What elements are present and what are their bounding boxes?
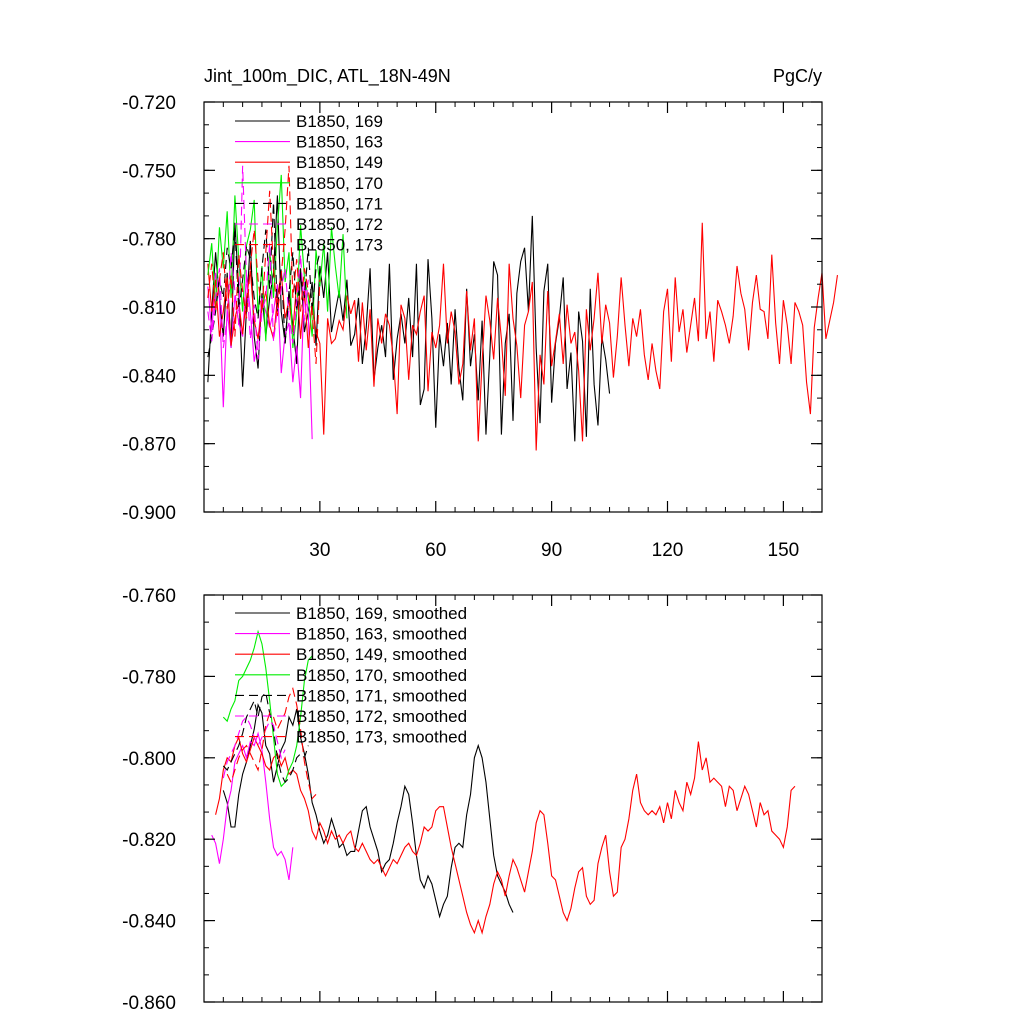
y-tick-label: -0.870 <box>122 435 176 456</box>
legend-label: B1850, 163, smoothed <box>296 625 467 644</box>
legend-label: B1850, 171, smoothed <box>296 686 467 705</box>
legend-label: B1850, 149 <box>296 153 383 172</box>
x-tick-label: 60 <box>425 540 446 561</box>
y-tick-label: -0.860 <box>122 993 176 1014</box>
legend-label: B1850, 169, smoothed <box>296 604 467 623</box>
series-line-0-3 <box>207 174 348 349</box>
series-line-1-2 <box>215 735 796 935</box>
series-line-1-3 <box>222 629 313 788</box>
y-tick-label: -0.800 <box>122 749 176 770</box>
legend-label: B1850, 170 <box>296 174 383 193</box>
chart-units: PgC/y <box>773 66 822 86</box>
y-tick-label: -0.780 <box>122 667 176 688</box>
legend-label: B1850, 170, smoothed <box>296 666 467 685</box>
series-line-0-5 <box>207 165 309 360</box>
y-tick-label: -0.900 <box>122 503 176 524</box>
y-tick-label: -0.840 <box>122 912 176 933</box>
y-tick-label: -0.810 <box>122 298 176 319</box>
series-line-0-6 <box>207 165 321 364</box>
x-tick-label: 120 <box>652 540 684 561</box>
legend-label: B1850, 171 <box>296 194 383 213</box>
series-line-1-5 <box>222 716 286 779</box>
y-tick-label: -0.840 <box>122 366 176 387</box>
legend-label: B1850, 149, smoothed <box>296 645 467 664</box>
top-panel: -0.720 -0.750 -0.780 -0.810 -0.840 -0.870 -0.9… <box>122 93 838 561</box>
series-line-1-0 <box>222 703 514 919</box>
legend-label: B1850, 172, smoothed <box>296 707 467 726</box>
x-tick-label: 30 <box>309 540 330 561</box>
legend-label: B1850, 169 <box>296 112 383 131</box>
y-tick-label: -0.780 <box>122 230 176 251</box>
legend-label: B1850, 173, smoothed <box>296 728 467 747</box>
bottom-panel: -0.760 -0.780 -0.800 -0.820 -0.840 -0.860 B185… <box>122 586 823 1014</box>
y-tick-label: -0.720 <box>122 93 176 114</box>
legend-label: B1850, 173 <box>296 236 383 255</box>
series-line-0-1 <box>207 272 313 440</box>
y-tick-label: -0.760 <box>122 586 176 607</box>
y-tick-label: -0.820 <box>122 830 176 851</box>
series-line-1-6 <box>226 686 317 800</box>
legend-label: B1850, 163 <box>296 133 383 152</box>
legend-label: B1850, 172 <box>296 215 383 234</box>
y-tick-label: -0.750 <box>122 161 176 182</box>
chart-title: Jint_100m_DIC, ATL_18N-49N <box>204 66 451 87</box>
series-line-0-2 <box>207 222 838 451</box>
x-tick-label: 90 <box>541 540 562 561</box>
x-tick-label: 150 <box>768 540 800 561</box>
series-line-1-4 <box>222 691 309 784</box>
